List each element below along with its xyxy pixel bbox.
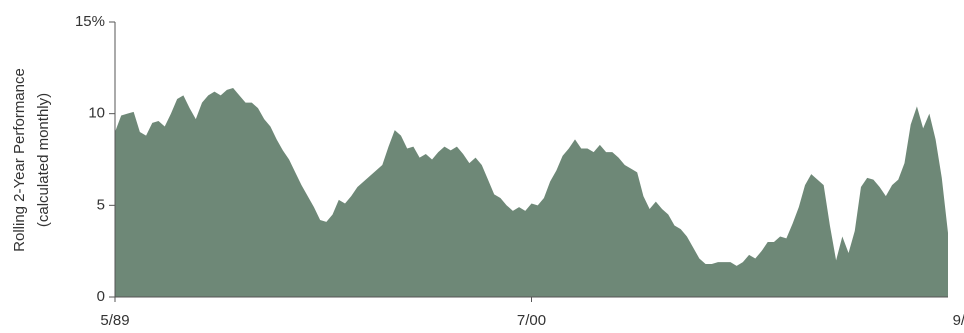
y-tick-label: 10	[88, 105, 105, 122]
y-tick-label: 0	[97, 288, 105, 305]
y-tick-label: 15%	[75, 13, 105, 30]
area	[115, 88, 948, 297]
y-axis-label: (calculated monthly)	[35, 93, 52, 227]
x-tick-label: 9/11	[953, 312, 964, 329]
y-axis-label: Rolling 2-Year Performance	[11, 68, 28, 252]
x-tick-label: 7/00	[517, 312, 546, 329]
y-tick-label: 5	[97, 196, 105, 213]
x-tick-label: 5/89	[100, 312, 129, 329]
